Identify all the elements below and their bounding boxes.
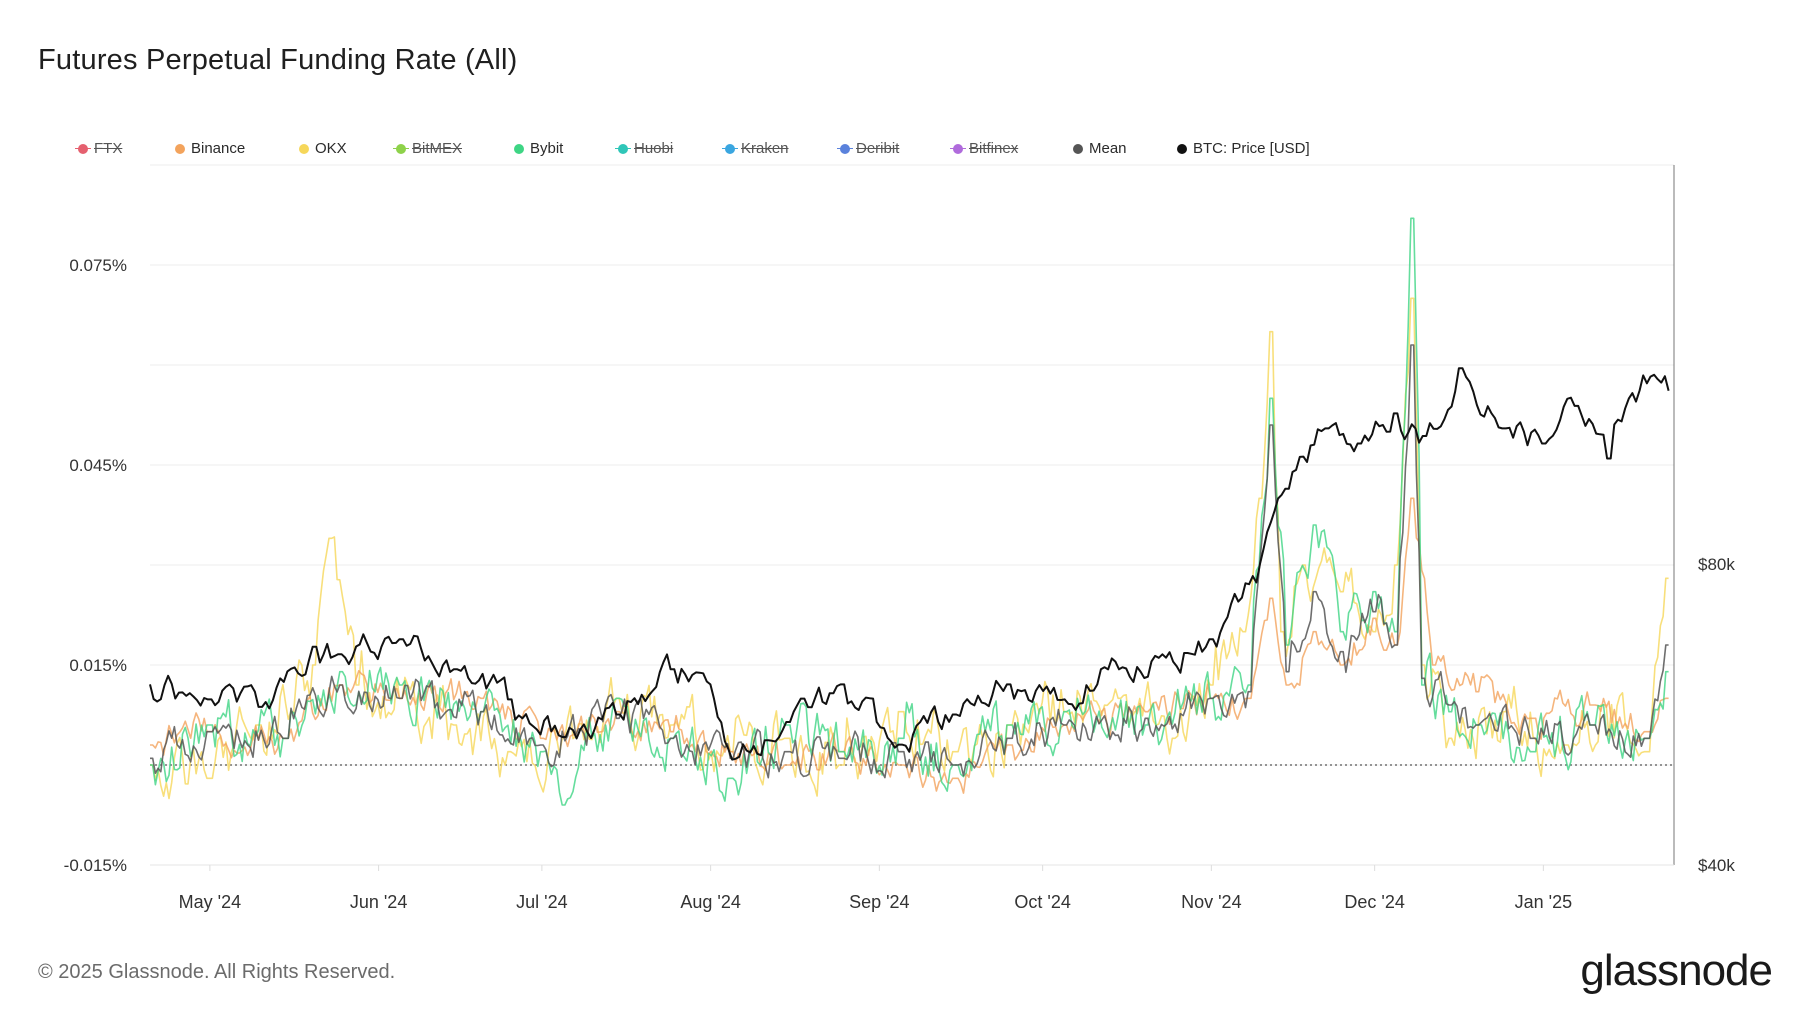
copyright-footer: © 2025 Glassnode. All Rights Reserved.	[38, 961, 396, 983]
series-line-okx	[150, 297, 1669, 800]
legend-item-huobi[interactable]: Huobi	[615, 140, 674, 157]
x-tick-label: Aug '24	[680, 892, 741, 912]
y-left-tick-label: -0.015%	[64, 856, 127, 875]
series-line-bybit	[150, 217, 1669, 806]
legend-dot-icon	[1177, 143, 1187, 154]
legend-label: Huobi	[634, 140, 674, 157]
y-left-tick-label: 0.045%	[69, 456, 127, 475]
legend-label: Bitfinex	[969, 140, 1019, 157]
legend-label: OKX	[315, 140, 347, 157]
legend-label: Kraken	[741, 140, 789, 157]
legend-item-btc-price[interactable]: BTC: Price [USD]	[1177, 140, 1310, 157]
legend-dot-icon	[950, 143, 966, 154]
legend-label: Binance	[191, 140, 246, 157]
axis-labels: -0.015% 0.015% 0.045% 0.075% $40k $80k May '24…	[64, 256, 1736, 912]
legend-label: BTC: Price [USD]	[1193, 140, 1310, 157]
glassnode-logo: glassnode	[1580, 946, 1773, 995]
legend-item-binance[interactable]: Binance	[175, 140, 245, 157]
x-tick-label: Jun '24	[350, 892, 407, 912]
legend-dot-icon	[299, 143, 309, 154]
legend-label: BitMEX	[412, 140, 463, 157]
legend-dot-icon	[75, 143, 91, 154]
x-tick-label: Oct '24	[1014, 892, 1070, 912]
legend-item-kraken[interactable]: Kraken	[722, 140, 789, 157]
grid-lines	[150, 164, 1674, 766]
legend-item-bybit[interactable]: Bybit	[514, 140, 563, 157]
legend-label: Bybit	[530, 140, 564, 157]
legend-item-deribit[interactable]: Deribit	[837, 140, 900, 157]
legend-dot-icon	[722, 143, 738, 154]
series-line-btc-price-usd	[149, 367, 1670, 761]
x-tick-label: Sep '24	[849, 892, 910, 912]
x-tick-label: Jan '25	[1515, 892, 1572, 912]
series-lines	[149, 217, 1670, 806]
legend-label: Mean	[1089, 140, 1127, 157]
legend-dot-icon	[393, 143, 409, 154]
legend-dot-icon	[615, 143, 631, 154]
legend-item-bitmex[interactable]: BitMEX	[393, 140, 463, 157]
axes	[150, 165, 1675, 866]
y-left-tick-label: 0.075%	[69, 256, 127, 275]
legend-dot-icon	[175, 143, 185, 154]
legend-dot-icon	[1073, 143, 1083, 154]
x-tick-label: Jul '24	[516, 892, 567, 912]
x-tick-label: Nov '24	[1181, 892, 1241, 912]
x-tick-label: May '24	[179, 892, 241, 912]
legend-item-ftx[interactable]: FTX	[75, 140, 123, 157]
legend-item-okx[interactable]: OKX	[299, 140, 347, 157]
y-right-tick-label: $40k	[1698, 856, 1735, 875]
y-right-tick-label: $80k	[1698, 555, 1735, 574]
legend-label: Deribit	[856, 140, 900, 157]
legend-item-mean[interactable]: Mean	[1073, 140, 1127, 157]
chart-title: Futures Perpetual Funding Rate (All)	[38, 44, 518, 76]
legend-item-bitfinex[interactable]: Bitfinex	[950, 140, 1019, 157]
legend-dot-icon	[837, 143, 853, 154]
legend-dot-icon	[514, 143, 524, 154]
y-left-tick-label: 0.015%	[69, 656, 127, 675]
legend-label: FTX	[94, 140, 123, 157]
x-tick-label: Dec '24	[1344, 892, 1404, 912]
